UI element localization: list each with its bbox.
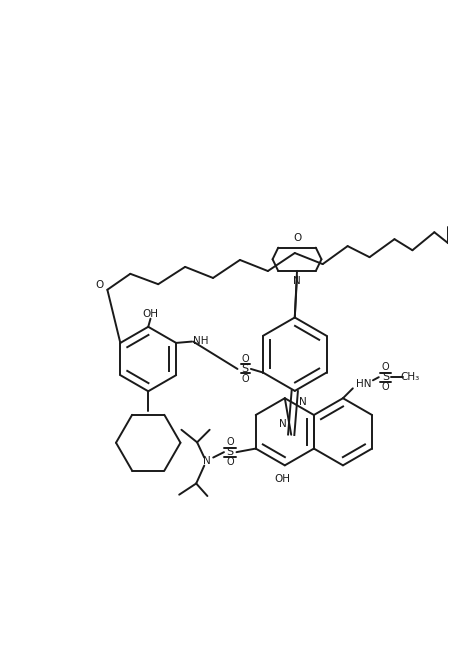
Text: N: N (299, 397, 307, 407)
Text: N: N (203, 456, 211, 466)
Text: S: S (227, 447, 234, 457)
Text: N: N (293, 276, 301, 286)
Text: HN: HN (356, 379, 372, 389)
Text: S: S (382, 372, 389, 382)
Text: O: O (293, 233, 301, 243)
Text: O: O (382, 382, 389, 392)
Text: CH₃: CH₃ (401, 372, 420, 382)
Text: O: O (241, 354, 249, 364)
Text: O: O (226, 437, 234, 447)
Text: O: O (95, 280, 103, 290)
Text: OH: OH (142, 309, 158, 319)
Text: OH: OH (275, 474, 291, 484)
Text: N: N (279, 419, 287, 428)
Text: NH: NH (193, 336, 208, 346)
Text: O: O (226, 457, 234, 467)
Text: O: O (241, 374, 249, 384)
Text: O: O (382, 362, 389, 372)
Text: S: S (242, 364, 249, 374)
